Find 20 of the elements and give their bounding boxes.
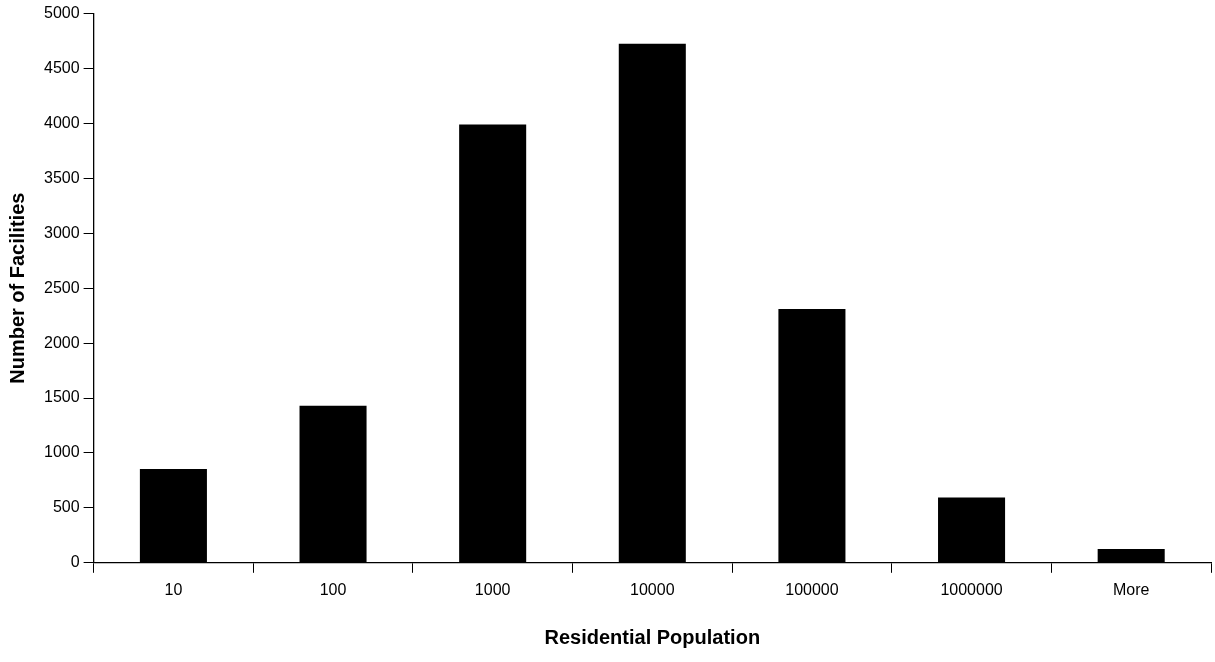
x-tick-label: 1000000 [940, 580, 1003, 598]
x-tick-label: 1000 [474, 580, 511, 598]
y-tick-label: 2000 [44, 333, 80, 351]
y-tick-label: 2500 [44, 278, 80, 296]
x-tick-label: More [1112, 580, 1150, 598]
y-tick-label: 500 [52, 498, 80, 516]
x-tick-label: 100 [319, 580, 347, 598]
y-tick-label: 1000 [44, 443, 80, 461]
y-tick-label: 4000 [44, 113, 80, 131]
x-axis-title: Residential Population [544, 625, 761, 648]
x-tick-label: 100000 [785, 580, 839, 598]
x-tick-label: 10000 [630, 580, 675, 598]
y-axis-title: Number of Facilities [5, 192, 28, 384]
y-tick-label: 4500 [44, 58, 80, 76]
y-tick-label: 5000 [44, 4, 80, 22]
y-tick-label: 3500 [44, 168, 80, 186]
y-tick-label: 3000 [44, 223, 80, 241]
x-tick-label: 10 [164, 580, 183, 598]
y-tick-label: 0 [70, 553, 80, 571]
y-tick-label: 1500 [44, 388, 80, 406]
